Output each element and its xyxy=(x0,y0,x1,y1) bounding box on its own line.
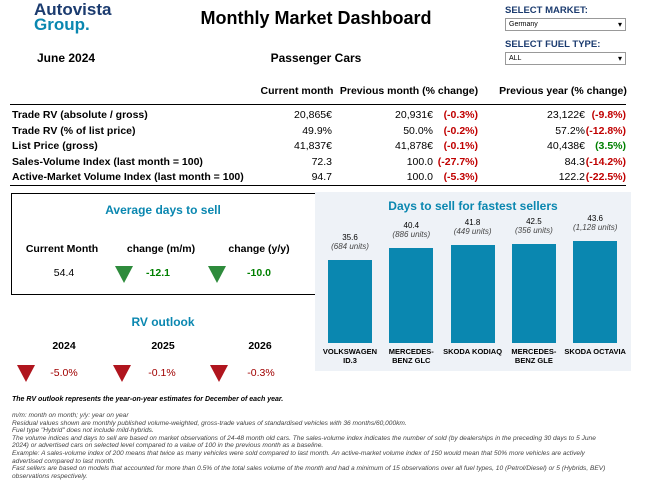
value-label: 43.6 xyxy=(587,214,603,223)
control-label: SELECT MARKET: xyxy=(505,5,588,16)
value: 41,878€ xyxy=(395,140,433,152)
bar xyxy=(511,243,556,343)
value: 20,931€ xyxy=(395,109,433,121)
control-label: SELECT FUEL TYPE: xyxy=(505,39,601,50)
rv-year: 2025 xyxy=(151,340,175,352)
kpi-label: change (y/y) xyxy=(228,243,290,255)
kpi-value: -12.1 xyxy=(146,267,170,279)
change: (-0.2%) xyxy=(443,124,478,137)
unit-label: (1,128 units) xyxy=(572,223,618,232)
trend-arrow xyxy=(115,266,133,283)
title: Monthly Market Dashboard xyxy=(200,8,432,28)
unit-label: (449 units) xyxy=(453,227,492,237)
kpi-title: Average days to sell xyxy=(105,203,221,217)
value: 20,865€ xyxy=(294,109,332,121)
segment: Passenger Cars xyxy=(270,51,362,65)
rule xyxy=(10,185,626,186)
change: (-9.8%) xyxy=(591,109,626,121)
x-tick-label: MERCEDES-BENZ GLC xyxy=(388,347,434,365)
footnote: The volume indices and days to sell are … xyxy=(12,434,596,450)
value: 23,122€ xyxy=(547,109,585,121)
x-tick-label: SKODA KODIAQ xyxy=(443,347,503,356)
x-tick-label: SKODA OCTAVIA xyxy=(564,347,626,356)
logo: Autovista Group. xyxy=(34,0,112,34)
row-label: Trade RV (absolute / gross) xyxy=(12,109,148,121)
trend-arrow xyxy=(208,266,226,283)
unit-label: (356 units) xyxy=(514,225,553,235)
kpi-value: -10.0 xyxy=(247,267,271,279)
change: (-22.5%) xyxy=(585,171,626,183)
dropdown[interactable]: Germany xyxy=(505,18,626,31)
footnote: Fuel type "Hybrid" does not include mild… xyxy=(12,427,154,435)
trend-arrow xyxy=(210,365,228,382)
trend-arrow xyxy=(17,365,35,382)
value: 84.3 xyxy=(564,155,585,168)
x-tick-label: MERCEDES-BENZ GLE xyxy=(511,347,557,365)
rv-value: -5.0% xyxy=(50,367,78,379)
rv-year: 2024 xyxy=(52,340,76,352)
row-label: List Price (gross) xyxy=(12,140,98,152)
value: 57.2% xyxy=(555,124,585,137)
footnote: Residual values shown are monthly publis… xyxy=(12,419,407,427)
value-label: 42.5 xyxy=(526,216,542,226)
value: 94.7 xyxy=(311,171,332,183)
footnote-headline: The RV outlook represents the year-on-ye… xyxy=(12,396,284,403)
kpi-label: Current Month xyxy=(25,243,99,255)
value: 41,837€ xyxy=(294,140,332,152)
change: (-0.1%) xyxy=(443,140,478,152)
footnote: Example: A sales-volume index of 200 mea… xyxy=(12,449,585,465)
rv-value: -0.3% xyxy=(247,367,275,379)
bar xyxy=(450,245,495,343)
column-header: Previous month (% change) xyxy=(339,85,479,97)
footnote: m/m: month on month; y/y: year on year xyxy=(12,412,129,419)
change: (-0.3%) xyxy=(443,109,478,121)
unit-label: (886 units) xyxy=(392,230,431,240)
dropdown[interactable]: ALL xyxy=(505,52,626,65)
footnote: Fast sellers are based on models that ac… xyxy=(12,465,606,480)
trend-arrow xyxy=(113,365,131,382)
value: 50.0% xyxy=(403,124,433,137)
kpi-label: change (m/m) xyxy=(126,243,196,255)
rule xyxy=(10,104,626,105)
unit-label: (684 units) xyxy=(331,241,369,251)
chart-title: Days to sell for fastest sellers xyxy=(388,199,558,213)
bar xyxy=(328,259,372,343)
row-label: Active-Market Volume Index (last month =… xyxy=(12,171,244,183)
kpi-value: 54.4 xyxy=(53,267,75,279)
value: 40,438€ xyxy=(547,140,585,152)
value: 49.9% xyxy=(302,124,332,137)
row-label: Trade RV (% of list price) xyxy=(12,124,136,137)
rv-value: -0.1% xyxy=(148,367,176,379)
footnotes: m/m: month on month; y/y: year on year Re… xyxy=(12,412,612,480)
rv-year: 2026 xyxy=(248,340,272,352)
logo-text: Autovista xyxy=(34,0,112,19)
date: June 2024 xyxy=(37,51,96,65)
row-label: Sales-Volume Index (last month = 100) xyxy=(12,155,203,168)
value-label: 35.6 xyxy=(342,232,358,242)
value: 122.2 xyxy=(558,171,585,183)
column-header: Current month xyxy=(260,85,334,97)
value-label: 40.4 xyxy=(403,221,420,231)
change: (-5.3%) xyxy=(443,171,478,183)
column-header: Previous year (% change) xyxy=(499,85,627,97)
change: (-12.8%) xyxy=(585,124,626,137)
change: (-14.2%) xyxy=(585,155,626,168)
bar xyxy=(573,241,618,343)
bar xyxy=(389,248,434,343)
rv-title: RV outlook xyxy=(131,315,195,329)
value: 100.0 xyxy=(406,171,433,183)
x-tick-label: VOLKSWAGEN ID.3 xyxy=(322,347,378,365)
value-label: 41.8 xyxy=(464,218,481,228)
value: 100.0 xyxy=(406,155,433,168)
logo-text: Group. xyxy=(34,15,90,34)
change: (-27.7%) xyxy=(437,155,478,168)
value: 72.3 xyxy=(311,155,332,168)
change: (3.5%) xyxy=(595,140,626,152)
